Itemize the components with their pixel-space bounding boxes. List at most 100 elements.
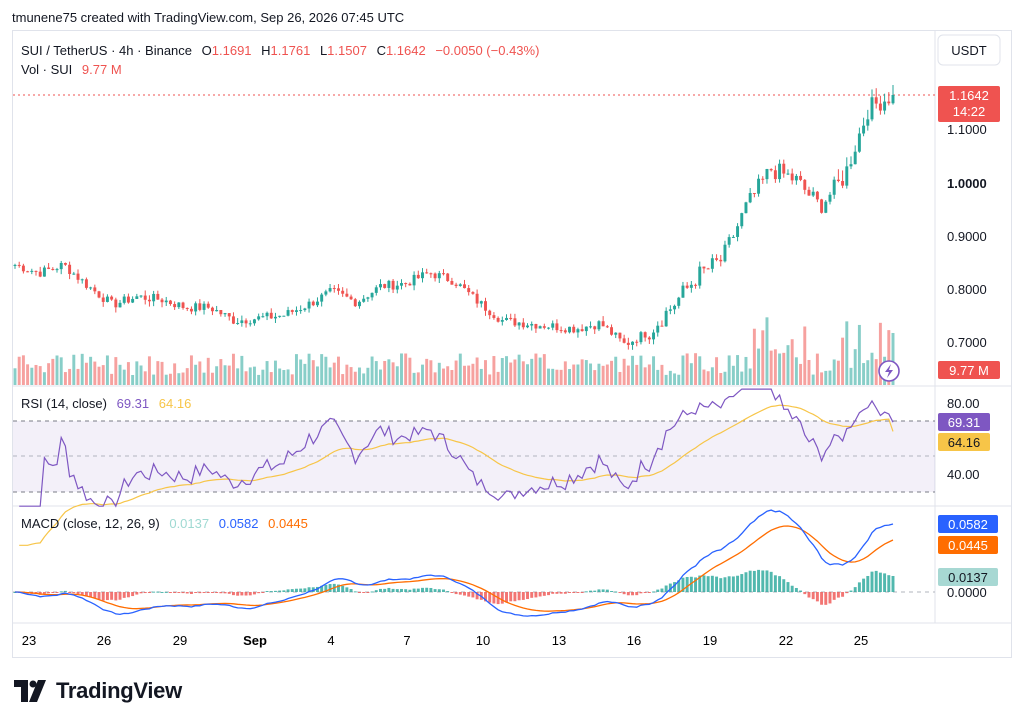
macd-histogram-bar (841, 592, 845, 597)
candle-body (677, 297, 681, 306)
candle-body (345, 293, 349, 297)
candle-body (257, 316, 261, 320)
tradingview-logo[interactable]: TradingView (14, 678, 182, 704)
macd-histogram-bar (568, 592, 571, 593)
candle-body (26, 271, 30, 273)
candle-body (261, 316, 265, 318)
macd-histogram-bar (811, 592, 815, 600)
macd-legend[interactable]: MACD (close, 12, 26, 9) 0.0137 0.0582 0.… (21, 516, 308, 531)
macd-histogram-bar (492, 592, 496, 604)
price-axis[interactable]: 1.1000 1.0000 0.9000 0.8000 0.7000 (947, 122, 987, 350)
open-label: O (202, 43, 212, 58)
candle-body (177, 302, 181, 308)
candle-body (622, 338, 626, 343)
candle-body (332, 288, 336, 290)
volume-bar (332, 362, 336, 385)
macd-histogram-bar (324, 584, 328, 592)
candle-body (820, 199, 824, 213)
candle-body (47, 267, 51, 269)
candle-body (521, 322, 525, 328)
candle-body (30, 270, 34, 272)
currency-button[interactable]: USDT (937, 34, 1001, 66)
macd-histogram-bar (551, 592, 555, 594)
macd-histogram-bar (731, 576, 735, 592)
macd-histogram-bar (337, 584, 340, 592)
macd-histogram-bar (248, 592, 252, 596)
volume-bar (799, 363, 803, 385)
volume-bar (80, 353, 84, 385)
macd-histogram-bar (668, 583, 672, 592)
candle-body (374, 287, 378, 293)
volume-bar (866, 360, 870, 385)
macd-histogram-bar (782, 579, 786, 592)
volume-bar (286, 369, 290, 385)
candle-body (635, 341, 639, 343)
time-tick: 16 (627, 633, 641, 648)
candle-body (794, 175, 798, 181)
candle-body (395, 285, 399, 290)
lightning-icon[interactable] (878, 360, 900, 382)
candle-body (89, 287, 93, 289)
signal-value-badge: 0.0445 (938, 536, 998, 554)
high-label: H (261, 43, 270, 58)
volume-value: 9.77 M (82, 62, 122, 77)
macd-histogram-bar (374, 590, 378, 592)
candle-body (862, 125, 866, 134)
macd-histogram-bar (601, 589, 605, 592)
volume-bar (723, 371, 727, 385)
volume-bar (601, 365, 605, 385)
candle-body (223, 313, 227, 315)
macd-histogram-bar (257, 592, 261, 594)
volume-bar (328, 367, 332, 385)
macd-histogram-bar (173, 592, 177, 593)
macd-histogram-bar (345, 587, 349, 592)
volume-bar (252, 366, 256, 385)
macd-histogram-bar (273, 590, 277, 592)
rsi-ma-badge: 64.16 (938, 433, 990, 451)
macd-histogram-bar (463, 592, 466, 596)
svg-text:SUI / TetherUS · 4h · Binance: SUI / TetherUS · 4h · Binance O1.1691 H1… (21, 43, 539, 58)
volume-bar (610, 360, 614, 385)
volume-bar (383, 360, 387, 385)
candle-body (706, 268, 710, 270)
volume-bar (496, 371, 500, 385)
symbol-legend[interactable]: SUI / TetherUS · 4h · Binance O1.1691 H1… (21, 43, 539, 58)
volume-bar (118, 364, 122, 385)
macd-histogram-bar (223, 592, 227, 594)
macd-histogram-bar (421, 587, 424, 592)
volume-bar (273, 360, 277, 385)
candle-body (505, 317, 508, 321)
candle-body (173, 304, 177, 308)
macd-histogram-bar (576, 592, 580, 593)
macd-histogram-bar (110, 592, 114, 600)
volume-bar (26, 364, 30, 385)
macd-histogram-bar (689, 576, 693, 592)
candle-body (55, 269, 59, 271)
macd-histogram-bar (710, 575, 714, 592)
candle-body (883, 101, 887, 111)
rsi-legend[interactable]: RSI (14, close) 69.31 64.16 (21, 396, 191, 411)
volume-bar (395, 366, 399, 385)
candle-body (164, 300, 168, 303)
volume-bar (853, 349, 857, 385)
time-axis[interactable]: 23 26 29 Sep 4 7 10 13 16 19 22 25 (22, 633, 868, 648)
chart-canvas[interactable]: 1.1000 1.0000 0.9000 0.8000 0.7000 USDT … (13, 31, 1011, 657)
rsi-ma-legend-value: 64.16 (159, 396, 192, 411)
volume-bar (34, 364, 38, 385)
candle-body (853, 151, 857, 165)
volume-bar (538, 357, 542, 385)
high-value: 1.1761 (271, 43, 311, 58)
macd-histogram-bar (534, 592, 538, 598)
candle-body (610, 327, 614, 335)
macd-histogram-bar (416, 588, 420, 592)
volume-bar (231, 353, 235, 385)
candle-body (458, 284, 462, 286)
volume-bar (147, 356, 151, 385)
volume-legend[interactable]: Vol · SUI 9.77 M (21, 62, 122, 77)
histogram-legend-value: 0.0137 (169, 516, 209, 531)
volume-badge-value: 9.77 M (949, 363, 989, 378)
candle-body (828, 194, 832, 202)
candle-body (315, 301, 319, 306)
macd-histogram-bar (93, 592, 97, 599)
volume-bar (353, 371, 357, 385)
